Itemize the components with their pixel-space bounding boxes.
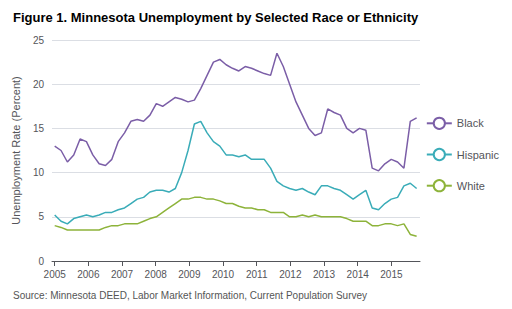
svg-text:Figure 1. Minnesota Unemployme: Figure 1. Minnesota Unemployment by Sele… xyxy=(13,10,419,25)
svg-text:25: 25 xyxy=(33,35,45,46)
svg-text:2005: 2005 xyxy=(44,269,67,280)
svg-text:5: 5 xyxy=(38,211,44,222)
svg-text:Hispanic: Hispanic xyxy=(457,149,500,161)
svg-text:2009: 2009 xyxy=(178,269,201,280)
svg-text:Black: Black xyxy=(457,117,484,129)
svg-text:20: 20 xyxy=(33,79,45,90)
svg-text:2012: 2012 xyxy=(279,269,302,280)
svg-text:2006: 2006 xyxy=(77,269,100,280)
svg-text:2013: 2013 xyxy=(313,269,336,280)
svg-text:2014: 2014 xyxy=(347,269,370,280)
svg-text:2008: 2008 xyxy=(145,269,168,280)
svg-text:2007: 2007 xyxy=(111,269,134,280)
svg-text:Source: Minnesota DEED, Labor: Source: Minnesota DEED, Labor Market Inf… xyxy=(13,290,367,301)
svg-text:0: 0 xyxy=(38,256,44,267)
svg-text:Unemployment Rate (Percent): Unemployment Rate (Percent) xyxy=(10,76,22,225)
svg-text:2011: 2011 xyxy=(246,269,268,280)
svg-text:15: 15 xyxy=(33,123,45,134)
svg-text:White: White xyxy=(457,180,485,192)
svg-text:10: 10 xyxy=(33,167,45,178)
svg-text:2015: 2015 xyxy=(380,269,403,280)
svg-text:2010: 2010 xyxy=(212,269,235,280)
